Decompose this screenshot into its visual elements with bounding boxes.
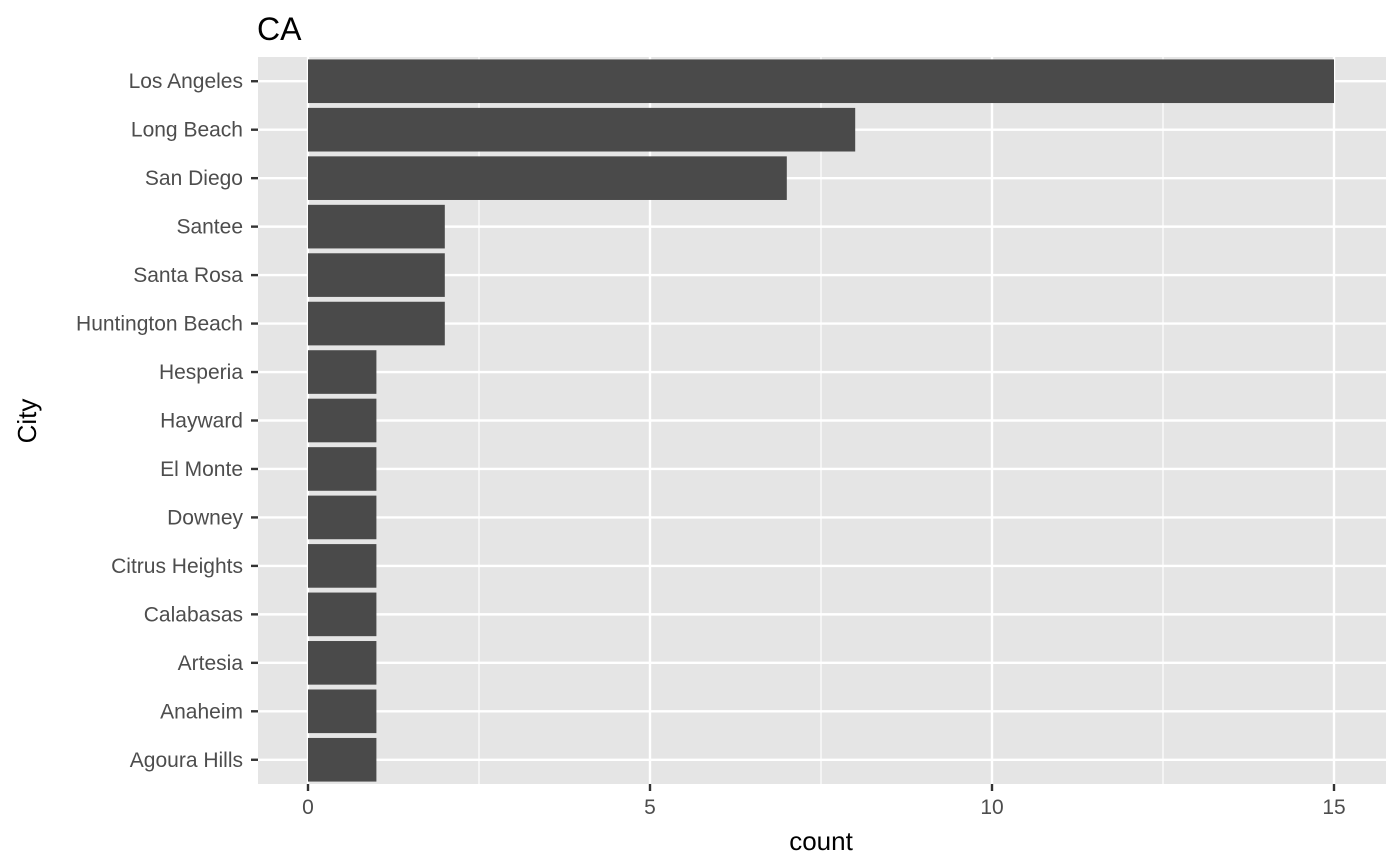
x-tick-label: 10 <box>980 796 1003 819</box>
x-tick-label: 5 <box>644 796 656 819</box>
y-tick-label: Artesia <box>178 652 244 675</box>
y-tick-label: Long Beach <box>131 119 243 142</box>
bar <box>308 592 377 637</box>
bar <box>308 253 445 297</box>
bar <box>308 447 377 491</box>
bars <box>308 59 1334 782</box>
x-tick-label: 0 <box>302 796 314 819</box>
bar <box>308 301 445 346</box>
bar <box>308 641 377 685</box>
y-tick-label: San Diego <box>145 167 243 190</box>
bar <box>308 544 377 588</box>
y-axis-title: City <box>12 399 42 444</box>
y-tick-label: Citrus Heights <box>111 555 243 578</box>
y-tick-label: Downey <box>167 506 243 529</box>
x-tick-label: 15 <box>1322 796 1345 819</box>
y-tick-label: Santee <box>176 216 243 239</box>
y-tick-label: Huntington Beach <box>76 313 243 336</box>
y-tick-label: Anaheim <box>160 700 243 723</box>
bar <box>308 495 377 540</box>
bar <box>308 156 787 200</box>
chart-title: CA <box>257 11 302 47</box>
bar <box>308 689 377 734</box>
x-axis-ticks: 0 5 10 15 <box>302 784 1346 819</box>
y-tick-label: Calabasas <box>144 603 243 626</box>
bar <box>308 737 377 782</box>
y-tick-label: El Monte <box>160 458 243 481</box>
bar <box>308 398 377 443</box>
bar <box>308 59 1334 104</box>
bar <box>308 107 856 152</box>
y-tick-label: Hayward <box>160 410 243 433</box>
y-tick-label: Los Angeles <box>129 70 243 93</box>
y-tick-label: Hesperia <box>159 361 243 384</box>
x-axis-title: count <box>789 826 853 856</box>
y-axis-ticks: Los Angeles Long Beach San Diego Santee Sant… <box>76 70 258 772</box>
y-tick-label: Agoura Hills <box>130 749 243 772</box>
bar <box>308 350 377 394</box>
bar <box>308 204 445 249</box>
y-tick-label: Santa Rosa <box>133 264 243 287</box>
